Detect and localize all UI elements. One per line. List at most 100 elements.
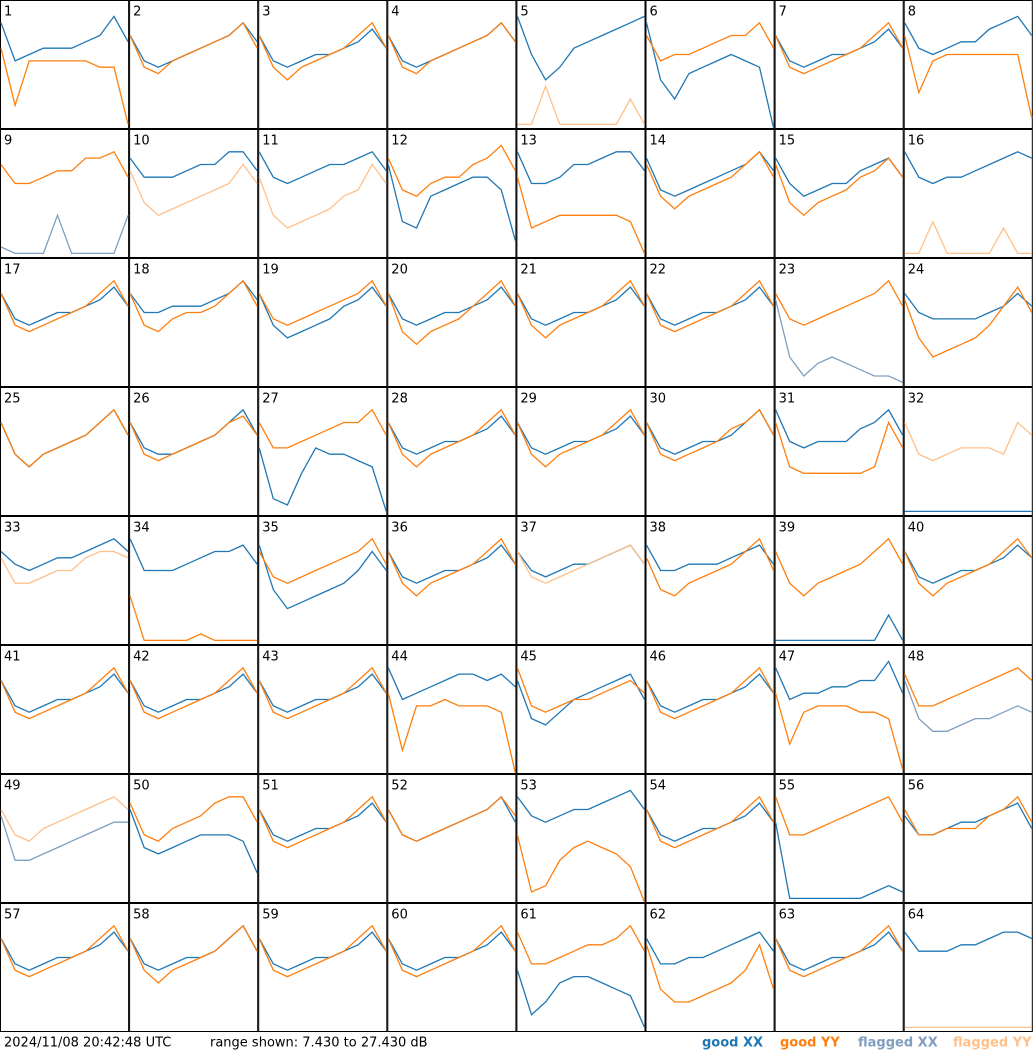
spectrum-line: [0, 15, 129, 62]
spectrum-line: [516, 544, 646, 584]
panel-label: 50: [133, 779, 150, 794]
panel-frame: [903, 645, 1033, 774]
spectrum-line: [775, 537, 904, 597]
panel-label: 59: [262, 908, 279, 923]
panel-label: 11: [262, 134, 279, 149]
range-text: range shown: 7.430 to 27.430 dB: [210, 1036, 428, 1051]
panel-frame: [387, 129, 517, 258]
spectrum-line: [0, 673, 129, 713]
spectrum-line: [516, 834, 646, 903]
spectrum-line: [904, 35, 1033, 119]
spectrum-line: [645, 673, 775, 713]
panel-label: 46: [650, 650, 667, 665]
panel-frame: [516, 258, 646, 387]
panel-frame: [645, 903, 775, 1032]
panel-label: 41: [4, 650, 21, 665]
panel-label: 21: [520, 263, 537, 278]
spectrum-line: [517, 84, 646, 126]
spectrum-line: [904, 667, 1033, 707]
spectrum-line: [129, 666, 258, 720]
spectrum-line: [516, 415, 646, 455]
spectrum-line: [0, 286, 129, 326]
panel-frame: [903, 0, 1033, 129]
panel-frame: [774, 258, 904, 387]
spectrum-line: [129, 151, 258, 178]
panel-frame: [258, 516, 388, 645]
timestamp: 2024/11/08 20:42:48 UTC: [4, 1036, 171, 1051]
spectrum-line: [0, 408, 129, 468]
spectrum-line: [387, 286, 516, 326]
spectrum-line: [387, 408, 516, 468]
panel-label: 61: [520, 908, 537, 923]
panel-label: 35: [262, 521, 279, 536]
spectrum-line: [774, 693, 904, 770]
spectrum-line: [0, 48, 129, 125]
panel-frame: [0, 258, 130, 387]
panel-label: 28: [391, 392, 408, 407]
panel-frame: [129, 516, 259, 645]
spectrum-line: [516, 408, 646, 468]
legend-entry: good YY: [780, 1036, 840, 1051]
panel-frame: [0, 516, 130, 645]
panel-label: 10: [133, 134, 150, 149]
panel-frame: [387, 516, 517, 645]
spectrum-line: [775, 924, 904, 978]
spectrum-line: [0, 538, 129, 572]
spectrum-line: [516, 673, 646, 726]
panel-frame: [645, 774, 775, 903]
panel-frame: [774, 387, 904, 516]
panel-label: 49: [4, 779, 21, 794]
panel-frame: [129, 774, 259, 903]
panel-frame: [903, 258, 1033, 387]
spectrum-line: [645, 802, 775, 842]
panel-label: 48: [908, 650, 925, 665]
panel-frame: [258, 645, 388, 774]
panel-label: 60: [391, 908, 408, 923]
spectrum-line: [0, 796, 129, 842]
panel-label: 2: [133, 5, 141, 20]
panel-label: 54: [650, 779, 667, 794]
panel-frame: [387, 903, 517, 1032]
spectrum-line: [774, 420, 904, 474]
panel-label: 4: [391, 5, 399, 20]
panel-frame: [516, 129, 646, 258]
panel-frame: [387, 387, 517, 516]
panel-frame: [516, 516, 646, 645]
panel-label: 57: [4, 908, 21, 923]
spectrum-line: [775, 613, 904, 642]
spectrum-line: [0, 213, 129, 255]
panel-frame: [258, 0, 388, 129]
panel-label: 31: [779, 392, 796, 407]
panel-label: 19: [262, 263, 279, 278]
panel-label: 53: [520, 779, 537, 794]
panel-label: 38: [650, 521, 667, 536]
panel-label: 9: [4, 134, 12, 149]
panel-label: 32: [908, 392, 925, 407]
spectrum-line: [904, 421, 1033, 462]
spectrum-line: [516, 15, 645, 81]
panel-frame: [645, 645, 775, 774]
spectrum-line: [387, 164, 517, 241]
panel-frame: [774, 645, 904, 774]
panel-frame: [903, 774, 1033, 903]
spectrum-line: [387, 279, 516, 346]
spectrum-line: [516, 151, 646, 185]
panel-frame: [387, 0, 517, 129]
spectrum-line: [258, 28, 387, 68]
spectrum-line: [258, 931, 387, 971]
panel-label: 20: [391, 263, 408, 278]
panel-label: 1: [4, 5, 12, 20]
spectrum-line: [645, 22, 775, 129]
spectrum-line: [387, 667, 516, 701]
panel-label: 51: [262, 779, 279, 794]
spectrum-line: [129, 538, 258, 572]
spectrum-line: [387, 415, 516, 455]
panel-frame: [0, 903, 130, 1032]
spectrum-line: [258, 673, 387, 713]
panel-frame: [387, 645, 517, 774]
spectrum-line: [645, 666, 775, 720]
panel-frame: [645, 387, 775, 516]
spectrum-line: [129, 796, 258, 842]
spectrum-line: [775, 157, 904, 197]
